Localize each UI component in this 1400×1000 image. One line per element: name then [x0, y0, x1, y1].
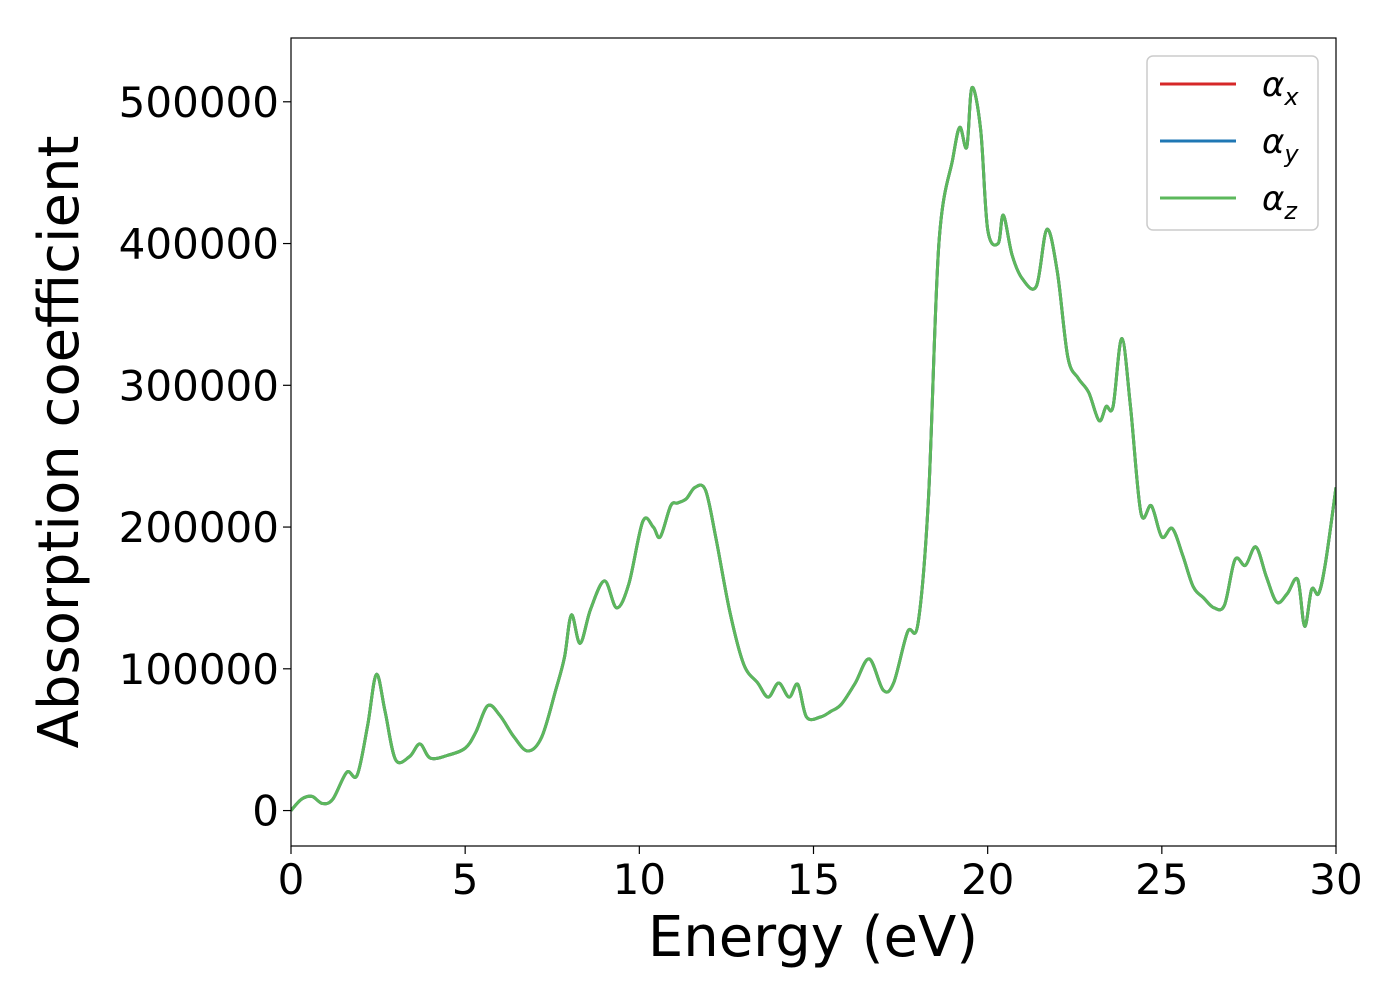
x-tick-label: 0 [278, 855, 305, 904]
legend-label-2: αz [1262, 179, 1298, 225]
x-tick-label: 30 [1309, 855, 1362, 904]
x-tick-label: 20 [961, 855, 1014, 904]
legend: αx αy αz [1146, 55, 1319, 231]
y-tick-label: 200000 [119, 503, 279, 552]
x-axis-ticks: 0 5 10 15 20 25 30 [278, 846, 1363, 904]
x-tick-label: 25 [1135, 855, 1188, 904]
legend-label-0: αx [1262, 65, 1299, 111]
series-layer [291, 86, 1336, 812]
y-tick-label: 300000 [119, 361, 279, 410]
y-axis-label: Absorption coefficient [27, 136, 92, 749]
y-tick-label: 100000 [119, 645, 279, 694]
x-tick-label: 15 [787, 855, 840, 904]
y-tick-label: 500000 [119, 78, 279, 127]
y-tick-label: 400000 [119, 220, 279, 269]
legend-items: αx αy αz [1160, 65, 1299, 225]
legend-label-1: αy [1262, 122, 1299, 168]
x-axis-label: Energy (eV) [648, 905, 978, 970]
x-tick-label: 10 [613, 855, 666, 904]
x-tick-label: 5 [452, 855, 479, 904]
y-tick-label: 0 [252, 787, 279, 836]
y-axis-ticks: 0 100000 200000 300000 400000 500000 [119, 78, 291, 836]
series-line-2 [291, 86, 1336, 812]
legend-frame [1146, 55, 1319, 231]
